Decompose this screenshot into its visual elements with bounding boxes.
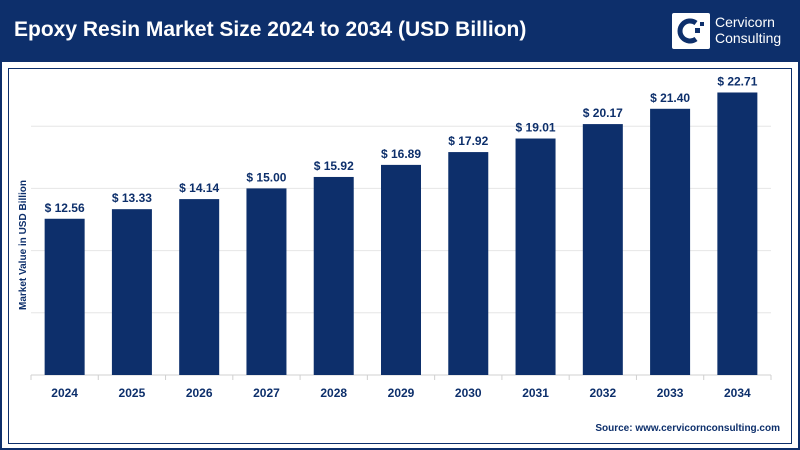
x-tick-label: 2025 xyxy=(119,386,146,400)
x-tick-label: 2032 xyxy=(589,386,616,400)
plot-panel xyxy=(8,68,792,444)
x-tick-label: 2029 xyxy=(388,386,415,400)
data-label: $ 16.89 xyxy=(381,147,421,161)
data-label: $ 19.01 xyxy=(516,121,556,135)
bar xyxy=(313,176,354,375)
bar xyxy=(44,218,85,375)
data-label: $ 17.92 xyxy=(448,134,488,148)
bar xyxy=(448,152,489,375)
x-tick-label: 2028 xyxy=(320,386,347,400)
data-label: $ 15.00 xyxy=(246,170,286,184)
source-text: Source: www.cervicornconsulting.com xyxy=(595,423,780,434)
logo-icon xyxy=(672,13,710,49)
bar xyxy=(650,108,691,375)
x-tick-label: 2026 xyxy=(186,386,213,400)
header-bar: Epoxy Resin Market Size 2024 to 2034 (US… xyxy=(0,0,800,62)
bar xyxy=(515,138,556,375)
chart-title: Epoxy Resin Market Size 2024 to 2034 (US… xyxy=(14,18,527,41)
logo-text: Cervicorn Consulting xyxy=(715,14,781,46)
y-axis-label: Market Value in USD Billion xyxy=(18,180,29,310)
x-tick-label: 2034 xyxy=(724,386,751,400)
logo-line2: Consulting xyxy=(715,30,782,46)
x-tick-label: 2031 xyxy=(522,386,549,400)
logo-line1: Cervicorn xyxy=(715,14,775,30)
x-tick-label: 2024 xyxy=(51,386,78,400)
x-tick-label: 2030 xyxy=(455,386,482,400)
data-label: $ 22.71 xyxy=(717,74,757,88)
data-label: $ 20.17 xyxy=(583,106,623,120)
data-label: $ 21.40 xyxy=(650,91,690,105)
bar xyxy=(111,209,152,375)
data-label: $ 15.92 xyxy=(314,159,354,173)
x-tick-label: 2027 xyxy=(253,386,280,400)
data-label: $ 13.33 xyxy=(112,191,152,205)
bar xyxy=(717,92,758,375)
x-tick-label: 2033 xyxy=(657,386,684,400)
bar xyxy=(381,164,421,375)
data-label: $ 14.14 xyxy=(179,181,219,195)
bar xyxy=(246,188,287,375)
bar xyxy=(179,199,220,375)
data-label: $ 12.56 xyxy=(45,201,85,215)
bar xyxy=(582,124,623,375)
